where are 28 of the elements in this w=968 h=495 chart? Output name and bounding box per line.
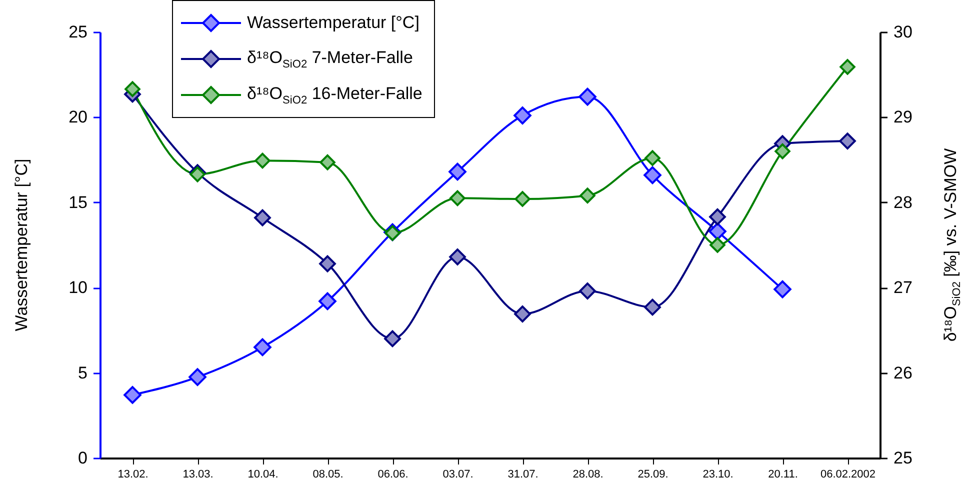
y-tick-label: 15 (68, 192, 88, 212)
legend-label: Wassertemperatur [°C] (247, 13, 420, 33)
x-tick-label: 10.04. (248, 468, 278, 480)
x-tick-label: 06.06. (378, 468, 408, 480)
y2-tick-label: 25 (894, 448, 912, 468)
x-tick-label: 20.11. (768, 468, 798, 480)
x-tick-label: 13.02. (118, 468, 148, 480)
y2-tick-label: 28 (894, 192, 912, 212)
x-tick-label: 03.07. (442, 468, 474, 480)
x-tick-label: 25.09. (638, 468, 668, 480)
x-tick-label: 31.07. (508, 468, 538, 480)
legend-label: δ¹⁸O$_{SiO2}$ 7-Meter-Falle (247, 48, 413, 70)
y2-tick-label: 29 (894, 108, 912, 127)
y2-tick-label: 27 (894, 278, 912, 298)
y-tick-label: 0 (78, 448, 88, 468)
legend-label: δ¹⁸O$_{SiO2}$ 16-Meter-Falle (247, 84, 422, 106)
x-tick-label: 23.10. (702, 468, 734, 480)
x-tick-label: 06.02.2002 (820, 468, 876, 480)
y-tick-label: 5 (78, 363, 88, 382)
y-tick-label: 25 (68, 22, 88, 42)
y-tick-label: 10 (68, 278, 88, 298)
x-tick-label: 08.05. (312, 468, 344, 480)
y-tick-label: 20 (68, 108, 88, 127)
y2-tick-label: 30 (894, 22, 912, 42)
x-tick-label: 28.08. (572, 468, 604, 480)
y-axis-title: Wassertemperatur [°C] (12, 158, 32, 332)
y2-tick-label: 26 (894, 363, 912, 382)
x-tick-label: 13.03. (182, 468, 214, 480)
